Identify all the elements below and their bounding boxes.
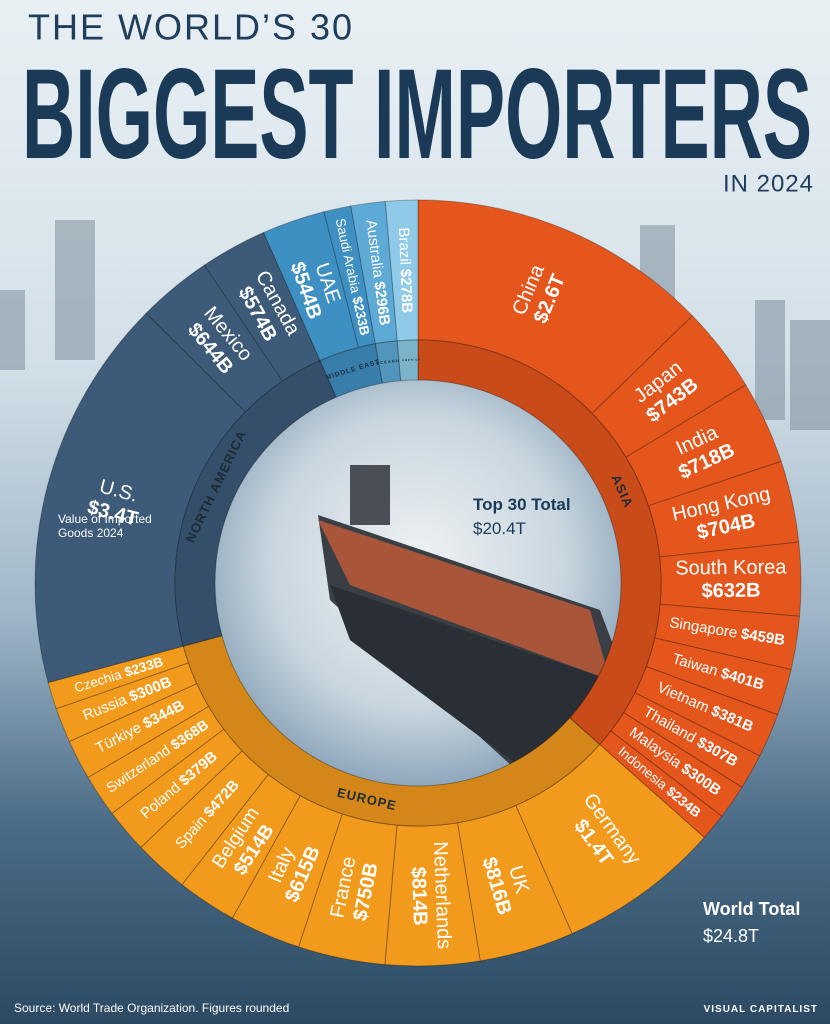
- country-name: Brazil: [395, 227, 414, 265]
- region-shade: [175, 360, 337, 647]
- region-name: OCEANIA: [376, 357, 402, 365]
- skyline: [0, 220, 830, 430]
- region-band: [396, 339, 419, 382]
- world-total-label: World Total: [703, 899, 800, 919]
- country-name: South Korea: [675, 557, 787, 580]
- region-shade: [320, 343, 383, 398]
- region-name: S. AMERICA: [396, 357, 422, 362]
- region-shade: [183, 635, 600, 826]
- region-band: [174, 359, 337, 647]
- country-name: Netherlands: [429, 841, 455, 950]
- annotation: Value of Imported Goods 2024: [58, 512, 152, 540]
- segment-label-text: South Korea $632B: [675, 557, 788, 603]
- segment-label: Brazil $278B: [395, 227, 416, 314]
- region-shade: [397, 340, 418, 381]
- world-total-value: $24.8T: [703, 926, 759, 946]
- segment-label: UAE$544B: [285, 252, 347, 322]
- country-value: $814B: [407, 866, 431, 926]
- center-label: Top 30 Total: [473, 495, 571, 514]
- region-shade: [375, 340, 401, 384]
- region-band: [319, 343, 383, 398]
- region-band: [417, 339, 662, 746]
- segment-label-text: UAE$544B: [285, 252, 347, 322]
- region-shade: [418, 340, 661, 745]
- segment-label: Netherlands$814B: [406, 841, 455, 950]
- title-line1: THE WORLD’S 30: [28, 7, 354, 48]
- country-value: $459B: [740, 625, 786, 649]
- chart-title: BIGGEST IMPORTERS: [22, 43, 812, 186]
- country-value: $278B: [397, 269, 416, 314]
- region-band: [374, 340, 402, 384]
- brand: VISUAL CAPITALIST: [704, 1004, 818, 1015]
- region-label: OCEANIA: [376, 357, 402, 365]
- segment-label: South Korea $632B: [675, 557, 788, 603]
- region-band: [182, 635, 601, 827]
- region-label: S. AMERICA: [396, 357, 422, 362]
- center-value: $20.4T: [473, 519, 526, 538]
- source: Source: World Trade Organization. Figure…: [14, 1001, 289, 1015]
- segment-label-text: Netherlands$814B: [406, 841, 455, 950]
- country-value: $296B: [370, 280, 393, 326]
- subtitle: IN 2024: [723, 170, 814, 197]
- segment-label-text: Brazil $278B: [395, 227, 416, 314]
- country-value: $632B: [702, 580, 761, 603]
